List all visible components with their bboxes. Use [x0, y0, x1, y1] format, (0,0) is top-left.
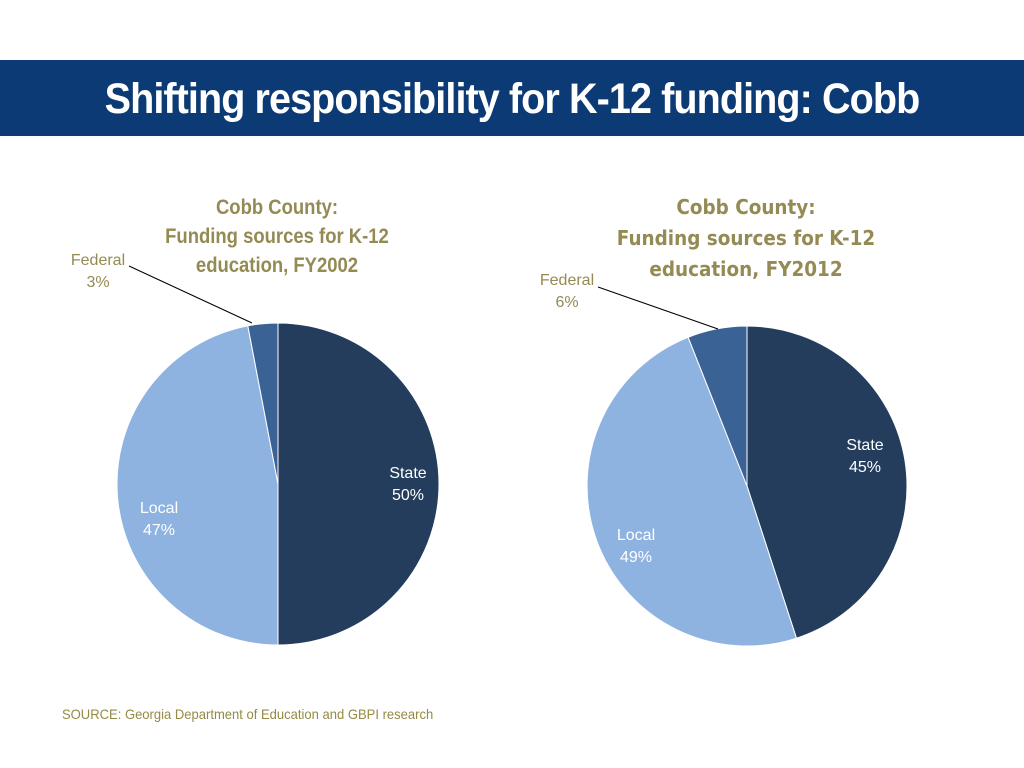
slice-label-federal: Federal	[71, 252, 125, 269]
slice-label-federal: Federal	[540, 272, 594, 289]
slice-label-state: State	[389, 465, 426, 482]
pie-slice-state	[746, 325, 908, 639]
chart-title-line: Funding sources for K-12	[617, 226, 875, 250]
chart-title-line: education, FY2012	[649, 257, 842, 281]
slice-value-state: 45%	[849, 459, 881, 476]
federal-leader-line	[597, 286, 719, 330]
title-bar: Shifting responsibility for K-12 funding…	[0, 60, 1024, 136]
federal-leader-line	[128, 265, 253, 324]
chart-title-line: education, FY2002	[196, 254, 358, 277]
pie-slice-state	[277, 322, 440, 646]
slice-value-federal: 3%	[86, 274, 109, 291]
slice-value-state: 50%	[392, 487, 424, 504]
pie-slice-federal	[247, 322, 279, 485]
page-title: Shifting responsibility for K-12 funding…	[104, 75, 921, 123]
slice-label-local: Local	[617, 527, 655, 544]
slice-value-federal: 6%	[555, 294, 578, 311]
pie-slice-local	[586, 336, 798, 647]
chart-title-line: Funding sources for K-12	[165, 225, 389, 248]
chart-title-line: Cobb County:	[676, 195, 815, 219]
slice-value-local: 49%	[620, 549, 652, 566]
slice-label-local: Local	[140, 500, 178, 517]
pie-slice-local	[116, 325, 279, 646]
pie-chart-2: Cobb County: Funding sources for K-12 educ…	[540, 195, 908, 647]
source-note: SOURCE: Georgia Department of Education …	[62, 706, 434, 722]
slice-value-local: 47%	[143, 522, 175, 539]
slice-label-state: State	[846, 437, 883, 454]
chart-title-line: Cobb County:	[216, 196, 338, 219]
pie-chart-1: Cobb County: Funding sources for K-12 educ…	[71, 196, 440, 646]
